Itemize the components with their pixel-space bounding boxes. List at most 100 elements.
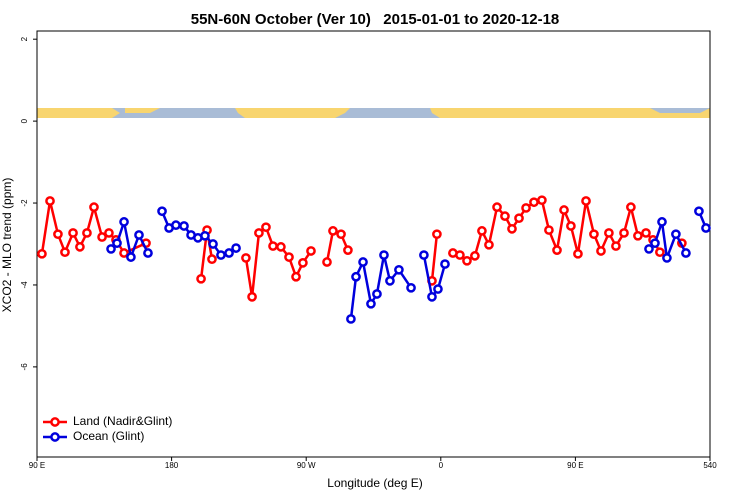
data-point (366, 298, 376, 309)
data-point (247, 291, 257, 302)
data-point (507, 223, 517, 234)
data-point (544, 225, 554, 235)
x-tick-label: 0 (439, 461, 444, 470)
x-tick-label: 90 E (29, 461, 45, 470)
data-point (500, 211, 510, 221)
legend-label: Ocean (Glint) (73, 429, 144, 443)
legend-marker (50, 432, 60, 442)
y-axis-label: XCO2 - MLO trend (ppm) (0, 178, 14, 313)
series-line (430, 234, 439, 281)
data-point (619, 228, 629, 238)
data-point (104, 228, 114, 238)
data-point (537, 195, 547, 206)
data-point (82, 228, 92, 238)
y-tick-label: 2 (20, 36, 29, 41)
data-point (626, 202, 636, 212)
data-point (254, 228, 264, 238)
data-point (694, 206, 704, 217)
data-point (216, 250, 226, 260)
data-point (336, 229, 346, 240)
data-point (106, 244, 116, 254)
data-point (484, 239, 494, 250)
data-point (119, 217, 129, 227)
data-point (427, 291, 437, 302)
data-point (37, 248, 47, 259)
data-point (351, 271, 361, 282)
data-point (462, 255, 472, 266)
x-axis-label: Longitude (deg E) (327, 476, 422, 490)
data-point (306, 246, 316, 256)
data-point (419, 250, 429, 260)
data-point (328, 226, 338, 236)
data-point (207, 254, 217, 265)
data-point (644, 244, 654, 254)
data-point (552, 245, 562, 255)
data-point (470, 251, 480, 261)
data-point (261, 222, 271, 233)
data-point (343, 245, 353, 255)
data-point (662, 253, 672, 263)
data-point (477, 226, 487, 236)
data-point (157, 206, 167, 217)
data-point (241, 253, 251, 263)
data-point (346, 314, 356, 324)
data-point (521, 203, 531, 213)
data-point (432, 229, 442, 240)
data-point (143, 248, 153, 258)
data-point (492, 202, 502, 212)
data-point (657, 217, 667, 227)
data-point (53, 229, 63, 240)
x-tick-label: 180 (165, 461, 179, 470)
data-point (134, 230, 144, 240)
data-point (440, 259, 450, 269)
data-point (208, 239, 218, 249)
x-tick-label: 540 (703, 461, 717, 470)
data-point (671, 229, 681, 240)
data-point (433, 284, 443, 294)
data-point (200, 230, 210, 241)
data-point (322, 257, 332, 267)
data-point (291, 271, 301, 282)
series-line (422, 254, 447, 300)
data-point (358, 257, 368, 267)
land-ocean-strip (37, 108, 710, 118)
y-tick-label: -2 (20, 199, 29, 207)
data-point (196, 273, 206, 284)
data-point (75, 242, 85, 252)
data-point (406, 282, 416, 293)
x-tick-label: 90 E (567, 461, 583, 470)
data-point (298, 257, 308, 268)
y-tick-label: 0 (20, 118, 29, 123)
data-point (276, 242, 286, 252)
data-point (89, 202, 99, 212)
data-point (641, 228, 651, 238)
data-point (112, 238, 122, 249)
data-point (529, 197, 539, 208)
data-point (372, 289, 382, 299)
data-point (573, 248, 583, 259)
data-point (45, 196, 55, 206)
data-point (97, 232, 107, 242)
data-point (379, 250, 389, 260)
data-point (604, 228, 614, 238)
data-point (633, 230, 643, 241)
data-point (60, 247, 70, 258)
data-point (68, 228, 78, 238)
data-point (589, 229, 599, 240)
data-point (231, 243, 241, 253)
data-point (224, 248, 234, 258)
data-point (179, 221, 189, 231)
data-point (581, 196, 591, 206)
data-point (681, 248, 691, 258)
plot-frame (36, 30, 711, 458)
y-tick-label: -6 (20, 363, 29, 371)
data-point (514, 213, 524, 224)
data-point (611, 241, 621, 251)
legend-marker (50, 417, 60, 427)
data-point (596, 246, 606, 256)
data-point (559, 205, 569, 215)
data-point (126, 252, 136, 262)
legend-label: Land (Nadir&Glint) (73, 414, 172, 428)
data-point (701, 223, 711, 233)
